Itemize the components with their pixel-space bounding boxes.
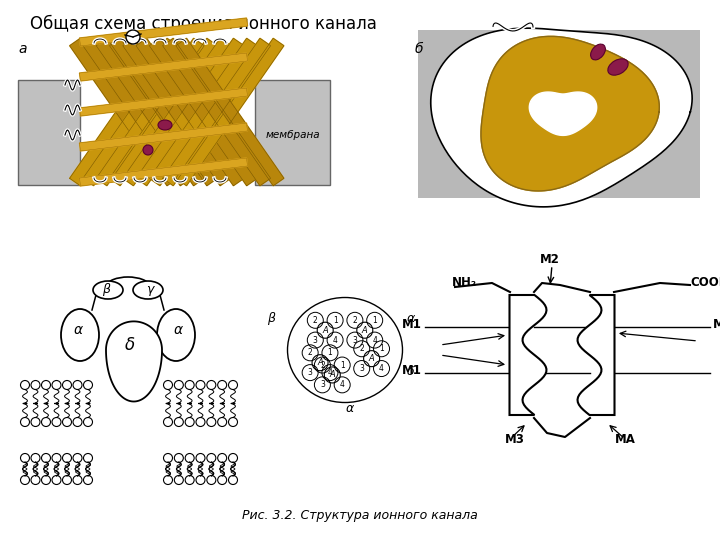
Text: δ: δ bbox=[125, 336, 135, 354]
Polygon shape bbox=[163, 38, 271, 186]
Text: 3: 3 bbox=[359, 364, 364, 373]
Text: 4: 4 bbox=[333, 335, 338, 345]
Text: A: A bbox=[323, 326, 328, 335]
Polygon shape bbox=[96, 38, 204, 186]
Polygon shape bbox=[481, 36, 660, 191]
Polygon shape bbox=[83, 38, 191, 186]
Text: A: A bbox=[318, 358, 323, 367]
Text: б: б bbox=[415, 42, 423, 56]
Polygon shape bbox=[79, 123, 248, 151]
Polygon shape bbox=[510, 295, 546, 415]
Text: NH₂: NH₂ bbox=[452, 276, 477, 289]
Text: α: α bbox=[407, 312, 415, 325]
Text: 1: 1 bbox=[333, 316, 338, 325]
Polygon shape bbox=[163, 38, 271, 186]
Bar bbox=[18, 80, 80, 185]
Ellipse shape bbox=[133, 281, 163, 299]
Text: Общая схема строения ионного канала: Общая схема строения ионного канала bbox=[30, 15, 377, 33]
Polygon shape bbox=[136, 38, 244, 186]
Text: 4: 4 bbox=[340, 380, 345, 389]
Text: M4: M4 bbox=[713, 319, 720, 332]
Text: 1: 1 bbox=[372, 316, 377, 325]
Ellipse shape bbox=[93, 281, 123, 299]
Polygon shape bbox=[106, 321, 162, 402]
Text: A: A bbox=[330, 370, 336, 380]
Text: 2: 2 bbox=[320, 361, 325, 369]
Polygon shape bbox=[136, 38, 244, 186]
Polygon shape bbox=[123, 38, 231, 186]
Text: 1: 1 bbox=[340, 361, 345, 369]
Polygon shape bbox=[431, 28, 692, 207]
Text: δ: δ bbox=[407, 365, 415, 378]
Text: 3: 3 bbox=[320, 380, 325, 389]
Polygon shape bbox=[123, 38, 231, 186]
Text: α: α bbox=[174, 323, 183, 337]
Text: A: A bbox=[369, 354, 374, 363]
Text: M1: M1 bbox=[402, 364, 422, 377]
Polygon shape bbox=[529, 92, 597, 136]
Ellipse shape bbox=[157, 309, 195, 361]
Ellipse shape bbox=[61, 309, 99, 361]
Text: COOH: COOH bbox=[690, 276, 720, 289]
Text: 1: 1 bbox=[328, 348, 333, 357]
Polygon shape bbox=[109, 38, 217, 186]
Polygon shape bbox=[70, 38, 178, 186]
Text: β: β bbox=[102, 282, 110, 295]
Text: 2: 2 bbox=[313, 316, 318, 325]
Ellipse shape bbox=[608, 59, 628, 75]
Polygon shape bbox=[176, 38, 284, 186]
Text: 2: 2 bbox=[307, 348, 312, 357]
Text: 2: 2 bbox=[359, 345, 364, 353]
Polygon shape bbox=[577, 295, 614, 415]
Text: а: а bbox=[18, 42, 27, 56]
Polygon shape bbox=[79, 88, 248, 116]
Text: 3: 3 bbox=[313, 335, 318, 345]
Text: M1: M1 bbox=[402, 319, 422, 332]
Polygon shape bbox=[149, 38, 257, 186]
Text: 4: 4 bbox=[379, 364, 384, 373]
Text: γ: γ bbox=[146, 282, 153, 295]
Polygon shape bbox=[79, 18, 248, 46]
Polygon shape bbox=[176, 38, 284, 186]
Polygon shape bbox=[109, 38, 217, 186]
Polygon shape bbox=[149, 38, 257, 186]
Text: α: α bbox=[346, 402, 354, 415]
Text: 4: 4 bbox=[328, 368, 333, 377]
Polygon shape bbox=[79, 158, 248, 186]
Ellipse shape bbox=[590, 44, 606, 60]
Polygon shape bbox=[79, 53, 248, 81]
Text: A: A bbox=[362, 326, 368, 335]
Polygon shape bbox=[83, 38, 191, 186]
Text: 3: 3 bbox=[307, 368, 312, 377]
Ellipse shape bbox=[158, 120, 172, 130]
Circle shape bbox=[143, 145, 153, 155]
Bar bbox=[418, 30, 700, 198]
Text: Рис. 3.2. Структура ионного канала: Рис. 3.2. Структура ионного канала bbox=[242, 509, 478, 522]
Text: 1: 1 bbox=[379, 345, 384, 353]
Text: M3: M3 bbox=[505, 433, 525, 446]
Text: α: α bbox=[73, 323, 83, 337]
Bar bbox=[255, 80, 330, 185]
Text: MA: MA bbox=[615, 433, 636, 446]
Text: мембрана: мембрана bbox=[266, 130, 320, 140]
Polygon shape bbox=[96, 38, 204, 186]
Text: 4: 4 bbox=[372, 335, 377, 345]
Text: β: β bbox=[267, 312, 275, 325]
Polygon shape bbox=[70, 38, 178, 186]
Text: M2: M2 bbox=[540, 253, 560, 266]
Text: 3: 3 bbox=[353, 335, 357, 345]
Text: 2: 2 bbox=[353, 316, 357, 325]
Circle shape bbox=[126, 30, 140, 44]
